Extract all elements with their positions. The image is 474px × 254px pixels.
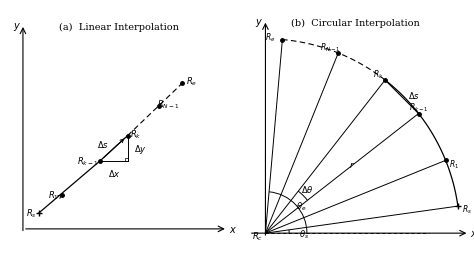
Text: $\theta_s$: $\theta_s$ (300, 227, 310, 240)
Text: $R_e$: $R_e$ (265, 32, 276, 44)
Text: $\Delta y$: $\Delta y$ (134, 142, 147, 155)
Text: $R_s$: $R_s$ (462, 202, 473, 215)
Text: (b)  Circular Interpolation: (b) Circular Interpolation (291, 18, 420, 27)
Text: $\theta_e$: $\theta_e$ (296, 199, 306, 212)
Text: $R_e$: $R_e$ (186, 75, 197, 88)
Text: $R_k$: $R_k$ (373, 68, 383, 80)
Text: $R_{N-1}$: $R_{N-1}$ (157, 98, 180, 110)
Text: $R_{N-1}$: $R_{N-1}$ (319, 42, 340, 54)
Text: $\Delta s$: $\Delta s$ (97, 138, 109, 149)
Text: $R_{k-1}$: $R_{k-1}$ (409, 101, 428, 113)
Text: (a)  Linear Interpolation: (a) Linear Interpolation (59, 23, 178, 32)
Text: $R_{k-1}$: $R_{k-1}$ (77, 155, 99, 167)
Text: $\Delta s$: $\Delta s$ (408, 89, 419, 101)
Text: $y$: $y$ (255, 17, 264, 29)
Text: $r$: $r$ (349, 160, 355, 170)
Text: $R_1$: $R_1$ (48, 189, 59, 201)
Text: $\Delta x$: $\Delta x$ (108, 168, 120, 179)
Text: $\Delta\theta$: $\Delta\theta$ (301, 184, 314, 195)
Text: $R_k$: $R_k$ (130, 128, 141, 140)
Text: $y$: $y$ (13, 21, 21, 33)
Text: $x$: $x$ (229, 224, 237, 234)
Text: $x$: $x$ (470, 228, 474, 238)
Text: $R_s$: $R_s$ (26, 207, 36, 219)
Text: $R_c$: $R_c$ (252, 229, 263, 242)
Text: $R_1$: $R_1$ (449, 158, 459, 170)
